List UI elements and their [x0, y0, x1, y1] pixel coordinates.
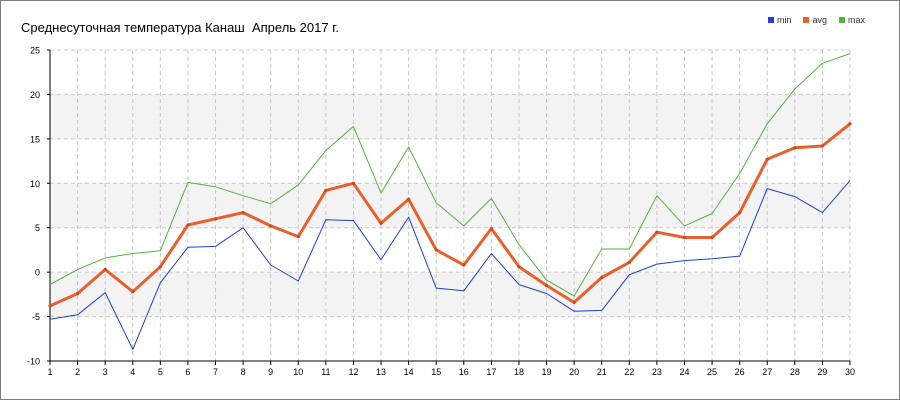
legend-item-max: max: [838, 15, 865, 25]
legend-label-max: max: [847, 15, 865, 25]
x-tick-label: 8: [241, 367, 246, 377]
data-point-avg: [407, 197, 411, 201]
x-tick-label: 22: [624, 367, 634, 377]
data-point-avg: [48, 304, 52, 308]
x-tick-label: 2: [75, 367, 80, 377]
data-point-avg: [296, 235, 300, 239]
legend-label-min: min: [776, 15, 792, 25]
x-tick-label: 5: [158, 367, 163, 377]
data-point-avg: [517, 265, 521, 269]
legend-swatch-max: [838, 17, 845, 23]
data-point-avg: [379, 221, 383, 225]
series-line-max: [49, 53, 851, 297]
x-tick-label: 18: [514, 367, 524, 377]
y-tick-label: 25: [30, 46, 40, 56]
data-point-avg: [544, 283, 549, 288]
data-point-avg: [738, 211, 742, 215]
x-tick-label: 13: [376, 367, 386, 377]
legend-swatch-min: [767, 17, 774, 23]
data-point-avg: [269, 224, 273, 228]
y-tick-label: 0: [35, 268, 40, 278]
data-point-avg: [158, 265, 162, 269]
x-tick-label: 4: [130, 367, 135, 377]
data-point-avg: [186, 223, 190, 227]
data-point-avg: [351, 181, 356, 185]
background-band: [50, 94, 850, 139]
x-tick-label: 19: [542, 367, 552, 377]
x-tick-label: 7: [213, 367, 218, 377]
chart-legend: min avg max: [767, 15, 865, 25]
x-tick-label: 9: [268, 367, 273, 377]
data-point-avg: [765, 157, 769, 161]
legend-item-min: min: [767, 15, 792, 25]
data-point-avg: [655, 230, 659, 234]
x-tick-label: 14: [404, 367, 414, 377]
x-tick-label: 12: [348, 367, 358, 377]
data-point-avg: [489, 227, 493, 231]
background-band: [50, 272, 850, 317]
background-bands: [50, 94, 850, 317]
x-tick-label: 1: [47, 367, 52, 377]
x-tick-label: 26: [735, 367, 745, 377]
data-point-avg: [710, 235, 714, 240]
data-point-avg: [462, 263, 466, 267]
series-lines: [48, 53, 852, 350]
x-tick-label: 24: [679, 367, 689, 377]
data-point-avg: [682, 235, 687, 240]
chart-title: Среднесуточная температура Канаш Апрель …: [21, 20, 339, 35]
data-point-avg: [600, 275, 604, 280]
y-tick-label: 20: [30, 90, 40, 100]
y-tick-label: 10: [30, 179, 40, 189]
data-point-avg: [848, 122, 852, 126]
legend-item-avg: avg: [803, 15, 827, 25]
series-line-min: [49, 180, 851, 350]
y-tick-label: -10: [27, 357, 40, 367]
x-tick-label: 15: [431, 367, 441, 377]
x-tick-label: 21: [597, 367, 607, 377]
x-tick-label: 11: [321, 367, 330, 377]
x-tick-label: 10: [293, 367, 303, 377]
x-tick-label: 27: [762, 367, 772, 377]
x-tick-label: 23: [652, 367, 662, 377]
x-tick-label: 3: [103, 367, 108, 377]
data-point-avg: [103, 267, 107, 272]
x-tick-label: 30: [845, 367, 855, 377]
data-point-avg: [820, 144, 825, 148]
axes: [47, 49, 851, 365]
x-tick-label: 29: [817, 367, 827, 377]
data-point-avg: [241, 211, 245, 215]
x-tick-label: 16: [459, 367, 469, 377]
data-point-avg: [213, 217, 218, 221]
legend-label-avg: avg: [812, 15, 827, 25]
y-tick-label: 5: [35, 223, 40, 233]
data-point-avg: [434, 248, 438, 252]
y-tick-label: 15: [30, 134, 40, 144]
data-point-avg: [75, 291, 80, 296]
series-line-avg: [49, 122, 851, 308]
background-band: [50, 183, 850, 228]
data-point-avg: [131, 290, 135, 294]
x-tick-label: 6: [185, 367, 190, 377]
data-point-avg: [324, 188, 328, 192]
x-tick-label: 25: [707, 367, 717, 377]
data-point-avg: [793, 146, 797, 150]
x-tick-label: 28: [790, 367, 800, 377]
x-tick-label: 17: [486, 367, 496, 377]
y-tick-label: -5: [32, 312, 40, 322]
data-point-avg: [627, 260, 631, 264]
data-point-avg: [572, 300, 576, 304]
x-tick-labels: 1 2 3 4 5 6 7 8 9 10 11 12 13 14 15 16 17 18 19 20 21 22 23 24 2…: [47, 367, 855, 377]
legend-swatch-avg: [803, 17, 810, 23]
x-tick-label: 20: [569, 367, 579, 377]
y-tick-labels: -10 -5 0 5 10 15 20 25: [27, 46, 40, 367]
